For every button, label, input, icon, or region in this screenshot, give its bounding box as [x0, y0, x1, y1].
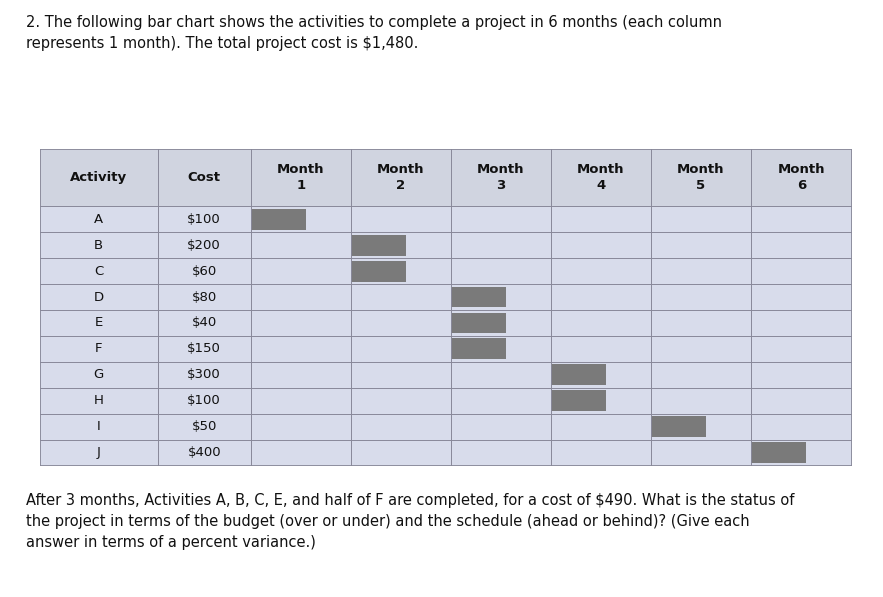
Text: Cost: Cost: [188, 171, 221, 184]
Text: $40: $40: [192, 316, 217, 330]
Bar: [451, 312, 506, 333]
Text: $100: $100: [187, 394, 221, 407]
Text: Activity: Activity: [70, 171, 127, 184]
Text: B: B: [94, 239, 103, 251]
Text: Month
1: Month 1: [277, 163, 325, 192]
Bar: [351, 261, 406, 282]
Text: After 3 months, Activities A, B, C, E, and half of F are completed, for a cost o: After 3 months, Activities A, B, C, E, a…: [26, 493, 795, 549]
Bar: [551, 390, 606, 411]
Text: Month
6: Month 6: [778, 163, 825, 192]
Bar: [40, 388, 852, 414]
Bar: [651, 416, 706, 437]
Text: E: E: [94, 316, 102, 330]
Text: $150: $150: [187, 343, 221, 355]
Bar: [40, 414, 852, 440]
Bar: [551, 364, 606, 385]
Bar: [40, 149, 852, 206]
Text: 2. The following bar chart shows the activities to complete a project in 6 month: 2. The following bar chart shows the act…: [26, 15, 722, 51]
Text: Month
4: Month 4: [577, 163, 624, 192]
Text: $100: $100: [187, 213, 221, 226]
Text: Month
2: Month 2: [377, 163, 425, 192]
Text: A: A: [94, 213, 103, 226]
Text: Month
3: Month 3: [477, 163, 525, 192]
Bar: [351, 235, 406, 256]
Bar: [40, 258, 852, 284]
Text: $400: $400: [187, 446, 221, 459]
Bar: [40, 440, 852, 466]
Text: $300: $300: [187, 368, 221, 381]
Bar: [251, 209, 306, 230]
Bar: [451, 338, 506, 359]
Bar: [40, 362, 852, 388]
Bar: [40, 336, 852, 362]
Text: $50: $50: [192, 420, 217, 433]
Text: J: J: [97, 446, 101, 459]
Bar: [451, 287, 506, 307]
Bar: [40, 310, 852, 336]
Bar: [40, 232, 852, 258]
Text: $80: $80: [192, 291, 217, 303]
Text: G: G: [94, 368, 104, 381]
Text: F: F: [94, 343, 102, 355]
Text: I: I: [97, 420, 101, 433]
Bar: [40, 284, 852, 310]
Text: $60: $60: [192, 264, 217, 278]
Bar: [751, 442, 806, 463]
Text: Month
5: Month 5: [677, 163, 724, 192]
Text: H: H: [94, 394, 103, 407]
Text: D: D: [94, 291, 103, 303]
Text: $200: $200: [187, 239, 221, 251]
Text: C: C: [94, 264, 103, 278]
Bar: [40, 206, 852, 232]
